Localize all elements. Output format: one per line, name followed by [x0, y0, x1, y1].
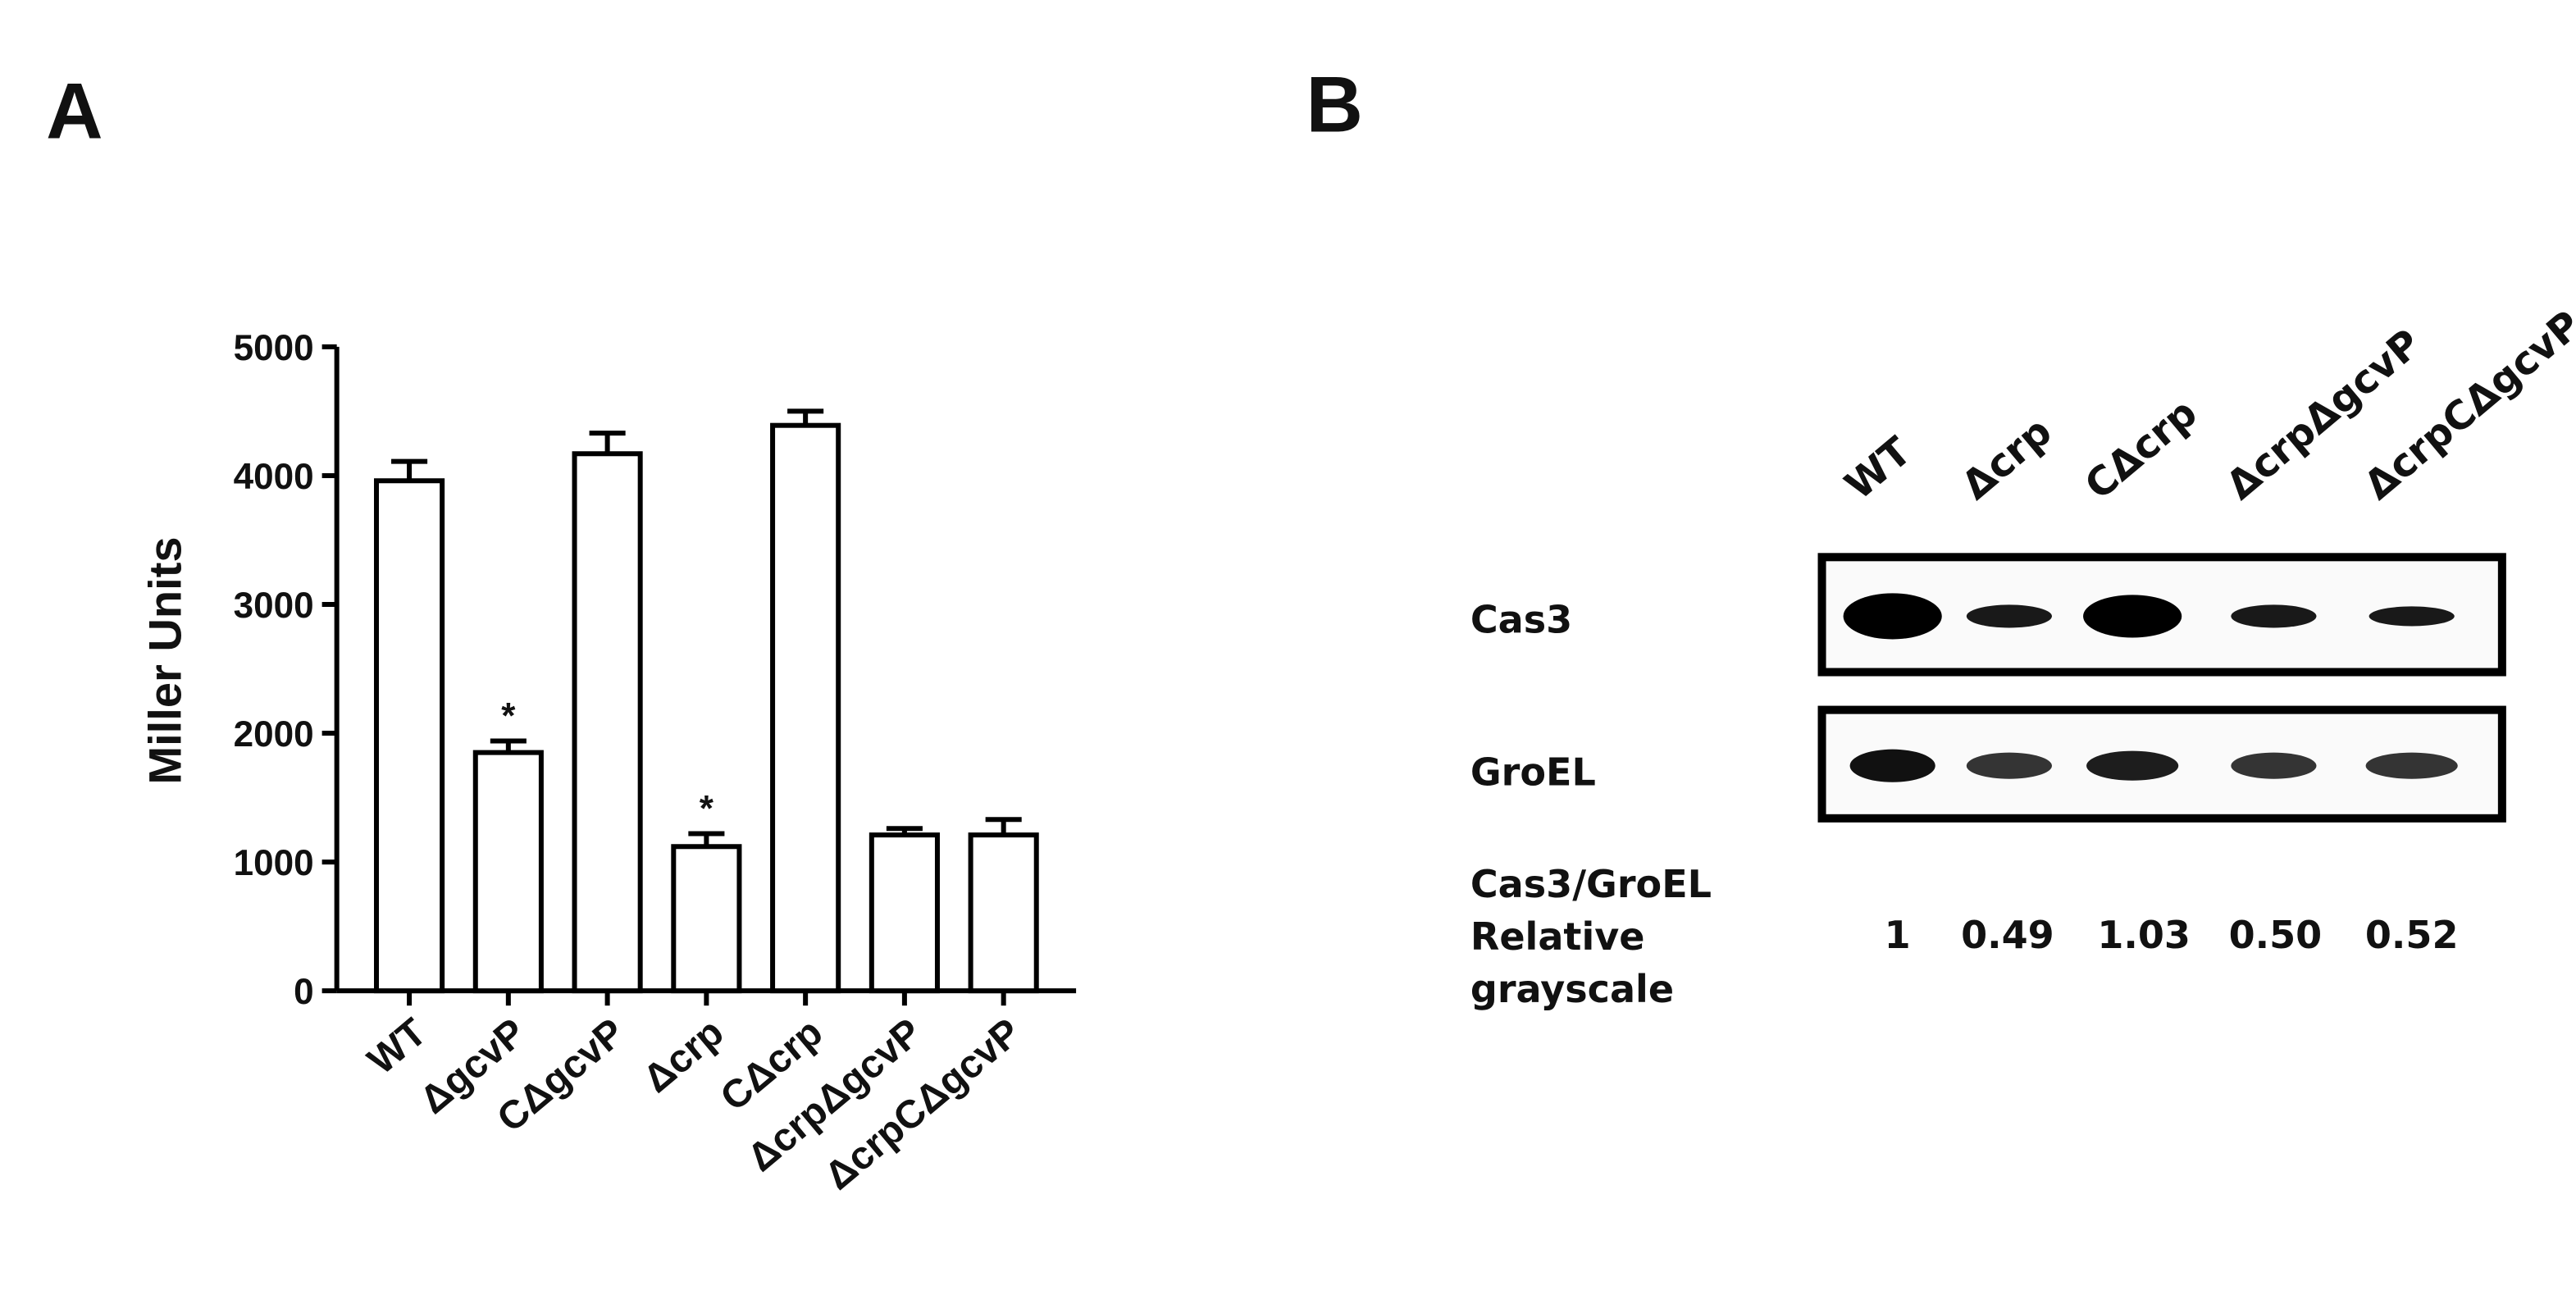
y-tick-label: 1000 — [234, 843, 314, 883]
y-tick-label: 0 — [294, 972, 314, 1012]
significance-label: * — [700, 789, 714, 829]
band — [1966, 752, 2052, 779]
panel-label: B — [1306, 61, 1363, 148]
band — [2365, 752, 2458, 779]
row-label: GroEL — [1470, 750, 1596, 795]
bar — [472, 750, 544, 994]
y-tick-label: 3000 — [234, 586, 314, 626]
band — [2231, 604, 2317, 628]
ratio-value: 0.52 — [2365, 913, 2459, 957]
ratio-value: 1 — [1885, 913, 1911, 957]
y-tick-label: 2000 — [234, 714, 314, 755]
ratio-label: grayscale — [1470, 967, 1674, 1011]
ratio-value: 1.03 — [2097, 913, 2191, 957]
bar — [869, 832, 940, 994]
ratio-value: 0.49 — [1961, 913, 2054, 957]
bar — [968, 832, 1039, 994]
error-bar — [688, 831, 725, 847]
band — [2083, 595, 2182, 638]
band — [1849, 749, 1935, 782]
band — [1843, 593, 1942, 640]
bar — [770, 422, 841, 994]
band — [2369, 606, 2455, 627]
band — [1966, 604, 2052, 628]
row-label: Cas3 — [1470, 597, 1572, 641]
error-bar — [985, 817, 1022, 836]
y-axis-label: Miller Units — [139, 536, 190, 784]
panel-label: A — [46, 67, 103, 155]
bar — [572, 451, 643, 994]
error-bar — [787, 408, 824, 426]
error-bar — [391, 458, 428, 481]
ratio-label: Cas3/GroEL — [1470, 862, 1712, 906]
band — [2231, 752, 2317, 779]
error-bar — [490, 738, 527, 753]
significance-label: * — [501, 695, 516, 736]
y-tick-label: 5000 — [234, 328, 314, 368]
band — [2086, 750, 2179, 781]
y-tick-label: 4000 — [234, 457, 314, 497]
error-bar — [886, 826, 923, 836]
error-bar — [589, 431, 626, 454]
ratio-value: 0.50 — [2229, 913, 2323, 957]
ratio-label: Relative — [1470, 914, 1645, 959]
bar — [671, 844, 742, 994]
bar — [374, 478, 445, 994]
